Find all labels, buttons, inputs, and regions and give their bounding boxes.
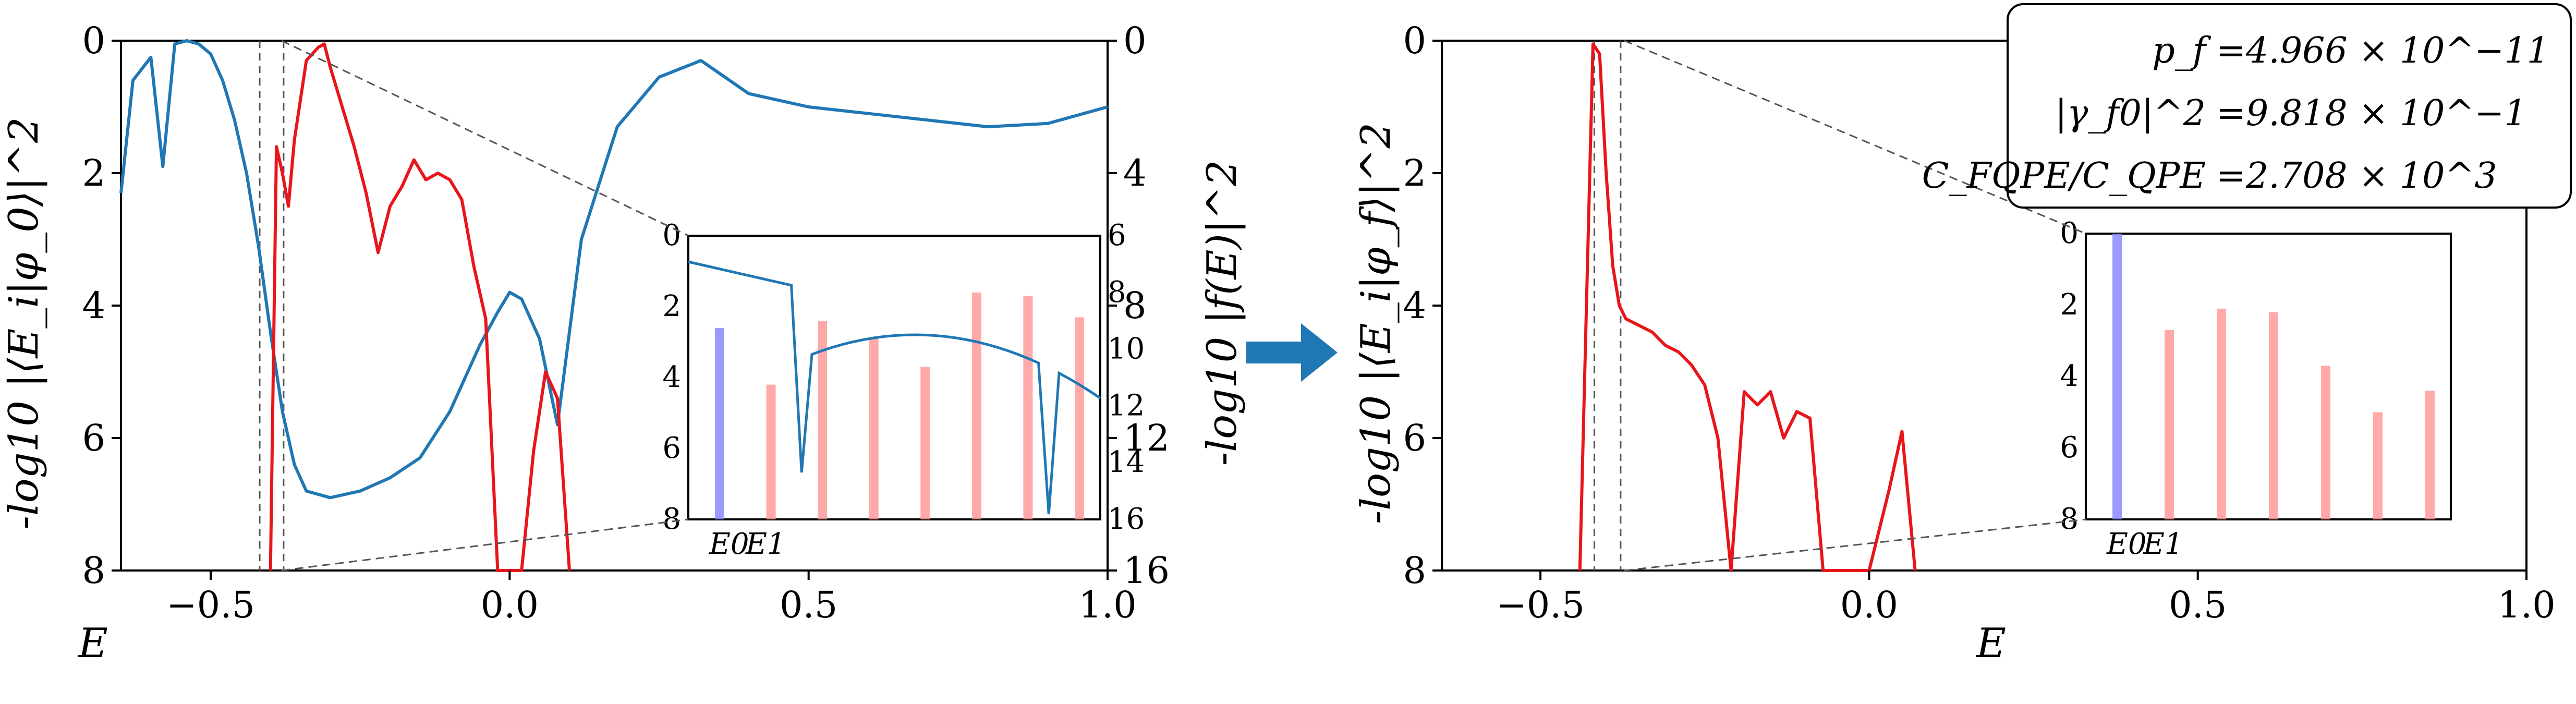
- left-ytick-right-label: 0: [1123, 19, 1147, 62]
- left-inset-bar-1: [766, 384, 776, 519]
- left-ytick-label: 4: [82, 284, 105, 327]
- left-inset-ytick: 4: [662, 360, 681, 394]
- left-zoom-line-top: [281, 40, 689, 237]
- left-inset-ytick-right: 6: [1108, 219, 1126, 252]
- left-series-layer: [119, 39, 1108, 572]
- left-inset-ytick-right: 12: [1108, 389, 1145, 422]
- legend-value-2: =9.818 × 10^−1: [2216, 93, 2527, 134]
- right-zoom-line-bottom: [1624, 518, 2086, 572]
- left-ticks-layer: −0.5 0.0 0.5 1.0 0 2 4 6 8 0 4 8 12 16: [82, 19, 1170, 626]
- right-inset-bar-3: [2269, 312, 2278, 519]
- left-inset-ytick-right: 14: [1108, 445, 1145, 479]
- left-zoom-line-bottom: [281, 518, 689, 572]
- left-inset-xtick: E1: [745, 527, 786, 561]
- right-ytick-label: 0: [1403, 19, 1426, 62]
- right-inset-bar-0: [2112, 234, 2122, 519]
- right-inset-bar-2: [2217, 308, 2226, 519]
- legend-value-3: =2.708 × 10^3: [2216, 155, 2497, 197]
- right-xtick-label: 0.5: [2169, 584, 2227, 626]
- left-xtick-label: 1.0: [1078, 584, 1136, 626]
- right-inset-bar-1: [2165, 330, 2174, 519]
- right-zoom-line-top: [1624, 40, 2086, 235]
- left-inset-bar-0: [715, 327, 724, 519]
- right-series-0: [1578, 42, 1917, 572]
- left-inset-curve: [688, 260, 1101, 515]
- right-ytick-label: 2: [1403, 152, 1426, 195]
- legend-box: p_f =4.966 × 10^−11 |γ_f0|^2 =9.818 × 10…: [1922, 3, 2572, 209]
- left-inset-ytick: 8: [662, 502, 681, 536]
- left-xlabel: E: [77, 620, 108, 667]
- right-ticks-layer: −0.5 0.0 0.5 1.0 0 2 4 6 8: [1403, 19, 2555, 626]
- right-inset-xtick: E0: [2106, 527, 2147, 561]
- left-xtick-label: 0.5: [780, 584, 837, 626]
- right-inset-ytick: 4: [2060, 359, 2079, 393]
- left-inset-bar-6: [1023, 296, 1033, 519]
- right-inset-xtick: E1: [2143, 527, 2183, 561]
- left-ylabel: -log10 |⟨E_i|φ_0⟩|^2: [1, 117, 47, 529]
- left-inset-ytick-right: 8: [1108, 275, 1126, 309]
- right-xlabel: E: [1975, 620, 2006, 667]
- left-inset-bar-2: [818, 321, 828, 519]
- left-series-0: [119, 39, 1108, 500]
- left-xtick-label: −0.5: [166, 584, 255, 626]
- right-inset-ytick: 8: [2060, 502, 2079, 536]
- right-ylabel: -log10 |⟨E_i|φ_f⟩|^2: [1353, 123, 1400, 524]
- right-xtick-label: 0.0: [1840, 584, 1898, 626]
- right-inset-bar-4: [2321, 366, 2330, 519]
- left-ytick-label: 6: [82, 417, 105, 459]
- left-ylabel-right: -log10 |f(E)|^2: [1199, 160, 1246, 466]
- left-ytick-right-label: 16: [1123, 549, 1170, 592]
- left-series-1: [269, 42, 571, 572]
- left-inset-ytick-right: 16: [1108, 502, 1145, 536]
- right-ytick-label: 6: [1403, 417, 1426, 459]
- left-ytick-label: 2: [82, 152, 105, 195]
- right-inset-frame: [2085, 233, 2452, 520]
- left-ytick-label: 0: [82, 19, 105, 62]
- right-inset-ytick: 6: [2060, 431, 2079, 465]
- legend-label-3: C_FQPE/C_QPE: [1922, 155, 2206, 197]
- left-ytick-right-label: 4: [1123, 152, 1147, 195]
- left-inset-bar-3: [869, 338, 879, 519]
- legend-label-1: p_f: [2152, 30, 2212, 71]
- left-inset-bar-7: [1075, 317, 1084, 519]
- right-inset-ytick: 2: [2060, 288, 2079, 322]
- left-panel: −0.5 0.0 0.5 1.0 0 2 4 6 8 0 4 8 12 16 E -log10 |⟨E_i…: [1, 19, 1246, 667]
- left-inset-ytick: 6: [662, 431, 681, 465]
- right-xtick-label: 1.0: [2497, 584, 2555, 626]
- legend-value-1: =4.966 × 10^−11: [2216, 30, 2549, 71]
- left-inset-xtick: E0: [709, 527, 749, 561]
- right-inset-bar-6: [2425, 391, 2435, 519]
- left-inset-ytick-right: 10: [1108, 332, 1145, 366]
- right-inset-bar-5: [2373, 412, 2383, 519]
- right-ytick-label: 4: [1403, 284, 1426, 327]
- legend-label-2: |γ_f0|^2: [2055, 93, 2206, 134]
- right-series-layer: [1578, 41, 1917, 572]
- left-inset-bar-4: [920, 367, 930, 519]
- left-ytick-right-label: 8: [1123, 284, 1147, 327]
- right-inset-ytick: 0: [2060, 216, 2079, 250]
- left-ytick-label: 8: [82, 549, 105, 592]
- left-inset-ytick: 0: [662, 219, 681, 252]
- left-ytick-right-label: 12: [1123, 417, 1170, 459]
- right-ytick-label: 8: [1403, 549, 1426, 592]
- left-inset-bar-5: [971, 292, 981, 519]
- left-xtick-label: 0.0: [481, 584, 539, 626]
- left-inset-ytick: 2: [662, 289, 681, 323]
- arrow: [1246, 323, 1338, 382]
- right-panel: −0.5 0.0 0.5 1.0 0 2 4 6 8 E -log10 |⟨E_i|φ_f⟩|^…: [1353, 3, 2572, 667]
- right-xtick-label: −0.5: [1496, 584, 1585, 626]
